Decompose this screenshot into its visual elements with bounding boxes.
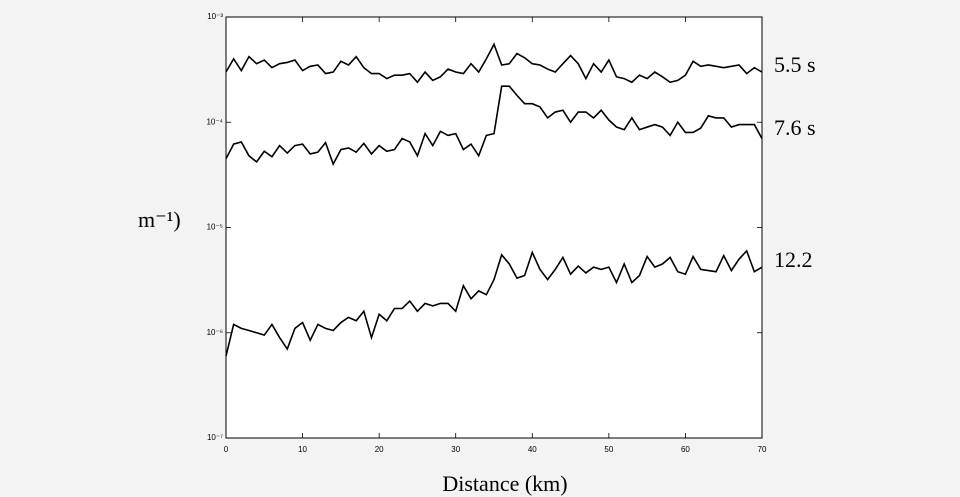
y-tick-label: 10⁻³: [207, 12, 223, 21]
x-tick-label: 60: [681, 445, 690, 454]
x-tick-label: 30: [451, 445, 460, 454]
y-tick-label: 10⁻⁴: [206, 117, 223, 126]
plot-frame: [225, 16, 763, 439]
x-tick-label: 50: [604, 445, 613, 454]
data-line: [225, 85, 763, 167]
y-tick-label: 10⁻⁶: [207, 328, 223, 337]
x-tick-label: 20: [375, 445, 384, 454]
plot-area: [226, 17, 762, 438]
x-tick-label: 0: [224, 445, 229, 454]
data-line: [225, 42, 763, 84]
x-axis-label: Distance (km): [442, 471, 567, 496]
x-tick-label: 10: [298, 445, 307, 454]
series-label: 5.5 s: [774, 52, 816, 77]
y-tick-label: 10⁻⁵: [207, 223, 223, 232]
x-tick-label: 40: [528, 445, 537, 454]
data-line: [225, 249, 763, 357]
y-axis-label: m⁻¹): [138, 207, 181, 232]
series-label: 12.2: [774, 247, 813, 272]
y-tick-label: 10⁻⁷: [207, 433, 223, 442]
series-label: 7.6 s: [774, 115, 816, 140]
x-tick-label: 70: [758, 445, 767, 454]
